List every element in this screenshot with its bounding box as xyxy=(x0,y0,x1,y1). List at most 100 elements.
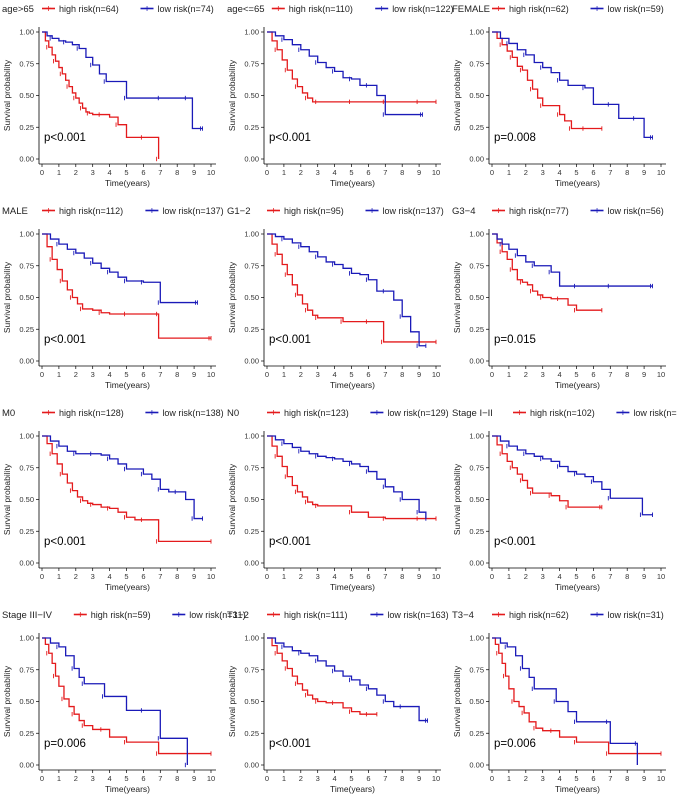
panel-title: M0 xyxy=(2,408,15,419)
x-tick-label: 7 xyxy=(158,774,162,783)
y-tick-label: 0.25 xyxy=(19,527,34,536)
y-tick-label: 0.50 xyxy=(19,495,34,504)
legend-label-0: high risk(n=111) xyxy=(284,610,347,620)
series-curve-1 xyxy=(492,637,638,765)
x-tick-label: 2 xyxy=(524,168,528,177)
x-tick-label: 10 xyxy=(432,168,440,177)
series-curve-0 xyxy=(267,233,436,343)
x-tick-label: 8 xyxy=(625,774,629,783)
x-tick-label: 3 xyxy=(541,572,545,581)
x-tick-label: 1 xyxy=(507,168,511,177)
y-tick-label: 0.50 xyxy=(19,697,34,706)
km-panel-2: FEMALE + high risk(n=62) + low risk(n=59) 0 1 2… xyxy=(452,4,666,188)
legend-label-0: high risk(n=102) xyxy=(530,408,595,418)
x-tick-label: 4 xyxy=(108,168,112,177)
x-tick-label: 0 xyxy=(265,370,269,379)
x-tick-label: 6 xyxy=(141,168,145,177)
y-tick-label: 0.00 xyxy=(19,559,34,568)
y-axis-label: Survival probability xyxy=(227,59,237,131)
series-curve-0 xyxy=(267,435,436,520)
series-curve-1 xyxy=(492,233,653,287)
y-tick-label: 0.50 xyxy=(469,293,484,302)
series-curve-0 xyxy=(492,637,661,755)
x-tick-label: 2 xyxy=(299,168,303,177)
x-tick-label: 9 xyxy=(642,774,646,783)
panel-title: T3−4 xyxy=(452,610,474,621)
x-tick-label: 2 xyxy=(74,168,78,177)
x-tick-label: 6 xyxy=(591,774,595,783)
x-tick-label: 6 xyxy=(141,774,145,783)
legend-marker-0: + xyxy=(271,408,277,419)
x-tick-label: 9 xyxy=(192,572,196,581)
x-tick-label: 6 xyxy=(366,572,370,581)
x-tick-label: 5 xyxy=(349,370,353,379)
series-curve-1 xyxy=(267,435,427,519)
x-tick-label: 10 xyxy=(657,168,665,177)
p-value: p<0.001 xyxy=(44,334,86,346)
x-tick-label: 5 xyxy=(124,572,128,581)
km-panel-10: T1−2 + high risk(n=111) + low risk(n=163) 0 1 2… xyxy=(227,610,449,794)
x-tick-label: 1 xyxy=(507,370,511,379)
series-curve-0 xyxy=(492,233,602,311)
x-tick-label: 9 xyxy=(642,370,646,379)
legend-label-1: low risk(n=59) xyxy=(608,4,664,14)
x-tick-label: 4 xyxy=(108,370,112,379)
x-tick-label: 8 xyxy=(175,774,179,783)
y-axis-label: Survival probability xyxy=(227,665,237,737)
legend-marker-0: + xyxy=(275,4,281,15)
panel-title: T1−2 xyxy=(227,610,249,621)
y-tick-label: 0.75 xyxy=(19,665,34,674)
panel-title: Stage I−II xyxy=(452,408,493,419)
legend-label-0: high risk(n=62) xyxy=(509,4,569,14)
x-tick-label: 9 xyxy=(192,168,196,177)
series-curve-1 xyxy=(42,435,203,520)
series-curve-1 xyxy=(42,233,198,304)
y-tick-label: 1.00 xyxy=(469,634,484,643)
x-axis-label: Time(years) xyxy=(105,178,150,188)
series-curve-0 xyxy=(267,637,377,715)
y-tick-label: 0.50 xyxy=(244,293,259,302)
x-tick-label: 6 xyxy=(366,774,370,783)
y-tick-label: 0.25 xyxy=(19,729,34,738)
y-axis-label: Survival probability xyxy=(452,59,462,131)
y-tick-label: 0.00 xyxy=(469,357,484,366)
legend-marker-0: + xyxy=(496,4,502,15)
x-tick-label: 7 xyxy=(158,572,162,581)
x-tick-label: 2 xyxy=(524,370,528,379)
x-tick-label: 4 xyxy=(558,774,562,783)
y-tick-label: 0.75 xyxy=(19,463,34,472)
y-tick-label: 1.00 xyxy=(19,634,34,643)
km-panel-3: MALE + high risk(n=112) + low risk(n=137) 0 1 2… xyxy=(2,206,224,390)
y-tick-label: 0.75 xyxy=(469,463,484,472)
y-tick-label: 0.25 xyxy=(469,729,484,738)
y-tick-label: 0.25 xyxy=(244,729,259,738)
panel-title: G1−2 xyxy=(227,206,251,217)
x-tick-label: 0 xyxy=(265,168,269,177)
panel-title: Stage III−IV xyxy=(2,610,53,621)
series-curve-0 xyxy=(42,637,211,755)
x-tick-label: 3 xyxy=(91,370,95,379)
x-tick-label: 2 xyxy=(524,572,528,581)
km-panel-8: Stage I−II + high risk(n=102) + low risk(n=1… xyxy=(452,408,677,592)
x-tick-label: 9 xyxy=(417,572,421,581)
legend-marker-1: + xyxy=(149,408,155,419)
legend-label-0: high risk(n=112) xyxy=(59,206,123,216)
y-tick-label: 0.50 xyxy=(19,91,34,100)
x-tick-label: 8 xyxy=(400,168,404,177)
x-tick-label: 5 xyxy=(574,168,578,177)
panel-title: age>65 xyxy=(2,4,34,15)
x-tick-label: 1 xyxy=(507,572,511,581)
legend-marker-0: + xyxy=(517,408,523,419)
km-panel-7: N0 + high risk(n=123) + low risk(n=129) 0 1 2 3 4… xyxy=(227,408,449,592)
x-tick-label: 0 xyxy=(265,572,269,581)
x-tick-label: 9 xyxy=(417,370,421,379)
y-tick-label: 1.00 xyxy=(469,28,484,37)
x-tick-label: 4 xyxy=(558,168,562,177)
x-tick-label: 0 xyxy=(490,774,494,783)
x-tick-label: 8 xyxy=(175,572,179,581)
x-tick-label: 4 xyxy=(108,572,112,581)
x-tick-label: 7 xyxy=(608,370,612,379)
x-tick-label: 0 xyxy=(40,168,44,177)
p-value: p<0.001 xyxy=(44,536,86,548)
x-tick-label: 6 xyxy=(141,370,145,379)
